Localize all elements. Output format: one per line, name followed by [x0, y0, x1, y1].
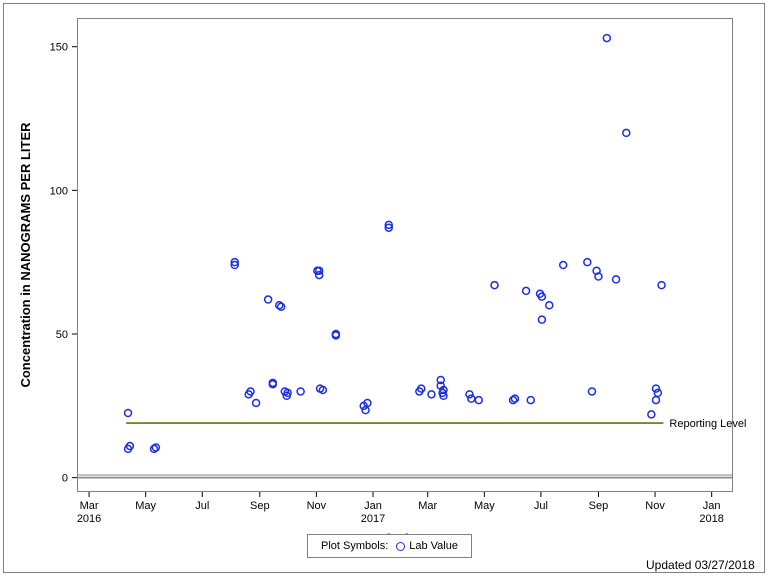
- svg-text:150: 150: [50, 42, 68, 54]
- svg-text:Nov: Nov: [307, 500, 327, 512]
- scatter-points: [125, 35, 666, 453]
- legend-item-label: Lab Value: [409, 540, 458, 552]
- y-axis-label: Concentration in NANOGRAMS PER LITER: [18, 122, 33, 388]
- x-axis-ticks: Mar May Jul Sep Nov Jan Mar May Jul Sep Nov Jan: [80, 492, 721, 512]
- svg-text:Sep: Sep: [250, 500, 270, 512]
- svg-text:Jan: Jan: [364, 500, 382, 512]
- updated-footer: Updated 03/27/2018: [646, 558, 755, 572]
- y-axis-ticks: 0 50 100 150: [50, 42, 77, 485]
- svg-text:Sep: Sep: [589, 500, 609, 512]
- svg-text:2018: 2018: [699, 513, 723, 525]
- svg-text:2017: 2017: [361, 513, 385, 525]
- svg-text:Jul: Jul: [195, 500, 209, 512]
- svg-text:Nov: Nov: [645, 500, 665, 512]
- svg-text:100: 100: [50, 185, 68, 197]
- zero-lines: [78, 475, 732, 478]
- reporting-level-label: Reporting Level: [669, 418, 746, 430]
- svg-text:50: 50: [56, 329, 68, 341]
- svg-text:Mar: Mar: [80, 500, 99, 512]
- legend-item-lab-value: Lab Value: [396, 540, 458, 552]
- svg-text:May: May: [135, 500, 156, 512]
- legend: Plot Symbols: Lab Value: [307, 534, 472, 558]
- chart-page: Concentration in NANOGRAMS PER LITER Ana…: [0, 0, 768, 576]
- svg-text:Jan: Jan: [703, 500, 721, 512]
- legend-title: Plot Symbols:: [321, 540, 388, 552]
- scatter-plot-svg: Concentration in NANOGRAMS PER LITER Ana…: [0, 0, 768, 576]
- svg-text:Mar: Mar: [418, 500, 437, 512]
- svg-text:2016: 2016: [77, 513, 101, 525]
- svg-text:May: May: [474, 500, 495, 512]
- circle-icon: [396, 542, 405, 551]
- x-axis-year-labels: 2016 2017 2018: [77, 513, 724, 525]
- svg-text:0: 0: [62, 473, 68, 485]
- svg-text:Jul: Jul: [534, 500, 548, 512]
